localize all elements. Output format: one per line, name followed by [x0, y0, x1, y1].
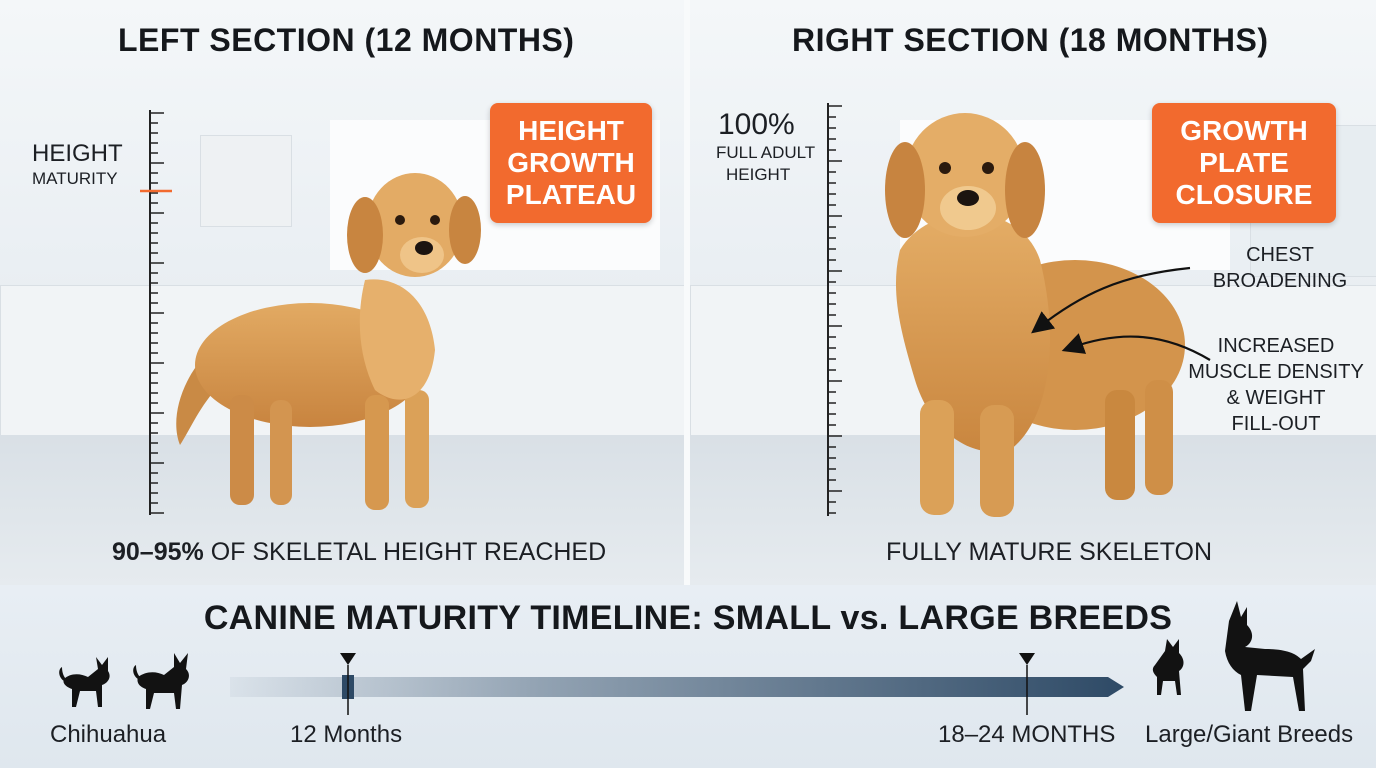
- height-label: HEIGHT: [32, 140, 123, 167]
- ruler-ticks: [828, 105, 842, 514]
- chihuahua-silhouette-icon: [59, 653, 189, 709]
- eighteen-month-pointer-icon: [1019, 653, 1035, 665]
- right-section-panel: RIGHT SECTION (18 MONTHS) 100% FULL ADUL…: [690, 0, 1376, 585]
- golden-retriever-18-months-image: [885, 113, 1185, 517]
- large-giant-breeds-label: Large/Giant Breeds: [1145, 721, 1354, 748]
- chihuahua-label: Chihuahua: [50, 721, 167, 748]
- left-section-title: LEFT SECTION (12 MONTHS): [118, 22, 575, 58]
- annotation-line: BROADENING: [1212, 270, 1348, 292]
- annotation-line: MUSCLE DENSITY: [1188, 361, 1364, 383]
- annotation-line: FILL-OUT: [1231, 413, 1321, 435]
- background-poster: [200, 135, 292, 227]
- timeline-title: CANINE MATURITY TIMELINE: SMALL vs. LARG…: [203, 599, 1173, 637]
- caption-percentage: 90–95%: [112, 538, 204, 566]
- maturity-timeline-band: CANINE MATURITY TIMELINE: SMALL vs. LARG…: [0, 585, 1376, 768]
- left-height-ruler: [140, 110, 172, 515]
- percent-label: 100%: [718, 108, 795, 141]
- muscle-arrow: [1061, 333, 1211, 361]
- badge-line: PLATE: [1199, 147, 1289, 178]
- muscle-density-annotation: INCREASED MUSCLE DENSITY & WEIGHT FILL-O…: [1184, 333, 1368, 437]
- maturity-label: MATURITY: [32, 169, 118, 188]
- growth-plate-closure-badge: GROWTH PLATE CLOSURE: [1152, 103, 1336, 223]
- twelve-month-pointer-icon: [340, 653, 356, 665]
- timeline-arrow: [230, 677, 1124, 697]
- caption-text: OF SKELETAL HEIGHT REACHED: [203, 538, 607, 566]
- chest-arrow: [1031, 266, 1191, 334]
- golden-retriever-12-months-image: [176, 173, 481, 510]
- background-floor: [690, 435, 1376, 585]
- background-floor: [0, 435, 684, 585]
- right-section-title: RIGHT SECTION (18 MONTHS): [792, 22, 1269, 58]
- eighteen-to-twentyfour-months-label: 18–24 MONTHS: [938, 721, 1116, 748]
- badge-line: GROWTH: [507, 147, 635, 178]
- annotation-line: CHEST: [1246, 244, 1314, 266]
- chest-broadening-annotation: CHEST BROADENING: [1198, 242, 1362, 294]
- badge-line: PLATEAU: [505, 179, 637, 210]
- annotation-line: & WEIGHT: [1226, 387, 1326, 409]
- badge-line: CLOSURE: [1175, 179, 1313, 210]
- right-caption: FULLY MATURE SKELETON: [886, 538, 1213, 566]
- large-breed-silhouette-icon: [1152, 601, 1315, 711]
- right-height-ruler: [827, 103, 842, 516]
- height-maturity-label: HEIGHT MATURITY: [32, 140, 123, 190]
- full-adult-label: FULL ADULT: [716, 143, 816, 162]
- ruler-ticks: [150, 112, 164, 514]
- twelve-months-label: 12 Months: [290, 721, 403, 748]
- panel-divider: [684, 0, 690, 585]
- annotation-arrows: [1031, 266, 1211, 361]
- annotation-line: INCREASED: [1217, 335, 1335, 357]
- left-section-panel: LEFT SECTION (12 MONTHS) HEIGHT MATURITY…: [0, 0, 684, 585]
- badge-line: GROWTH: [1180, 115, 1308, 146]
- badge-line: HEIGHT: [518, 115, 624, 146]
- timeline-bar: [230, 653, 1124, 715]
- full-adult-height-label: 100% FULL ADULT HEIGHT: [716, 108, 815, 186]
- height-label: HEIGHT: [726, 165, 791, 184]
- left-caption: 90–95% OF SKELETAL HEIGHT REACHED: [112, 538, 606, 567]
- height-growth-plateau-badge: HEIGHT GROWTH PLATEAU: [490, 103, 652, 223]
